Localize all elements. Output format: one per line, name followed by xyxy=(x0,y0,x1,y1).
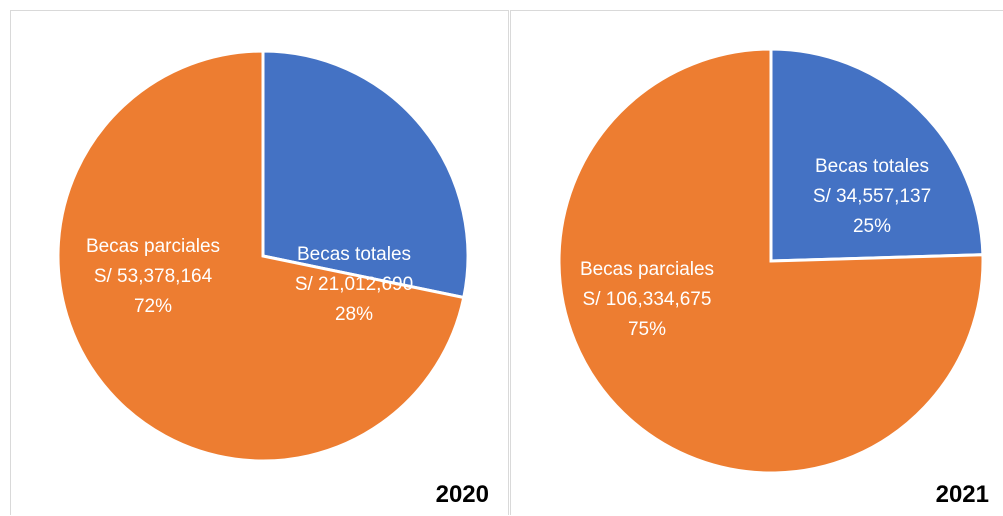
slice-percent-label: 25% xyxy=(853,216,891,237)
pie-slice-becas-parciales xyxy=(557,47,985,475)
slice-amount-label: S/ 34,557,137 xyxy=(813,186,931,207)
slice-name-label: Becas totales xyxy=(297,244,411,265)
slice-name-label: Becas totales xyxy=(815,156,929,177)
year-label: 2021 xyxy=(936,481,989,508)
slice-amount-label: S/ 53,378,164 xyxy=(94,266,213,287)
slice-percent-label: 75% xyxy=(628,319,666,340)
slice-amount-label: S/ 21,012,690 xyxy=(295,274,413,295)
pie-slice-becas-totales xyxy=(769,47,985,263)
slice-name-label: Becas parciales xyxy=(86,236,220,257)
chart-panel-2020: Becas totales S/ 21,012,690 28% Becas parci… xyxy=(10,10,509,515)
chart-panel-2021: Becas totales S/ 34,557,137 25% Becas parci… xyxy=(510,10,1003,515)
slice-amount-label: S/ 106,334,675 xyxy=(583,289,712,310)
slice-name-label: Becas parciales xyxy=(580,259,714,280)
pie-chart-2021: Becas totales S/ 34,557,137 25% Becas parci… xyxy=(557,47,989,508)
slice-percent-label: 72% xyxy=(134,296,172,317)
slice-percent-label: 28% xyxy=(335,304,373,325)
year-label: 2020 xyxy=(436,481,489,508)
pie-slice-becas-parciales xyxy=(56,49,466,463)
pie-slice-becas-totales xyxy=(261,49,470,300)
pie-chart-2020: Becas totales S/ 21,012,690 28% Becas parci… xyxy=(56,49,489,508)
